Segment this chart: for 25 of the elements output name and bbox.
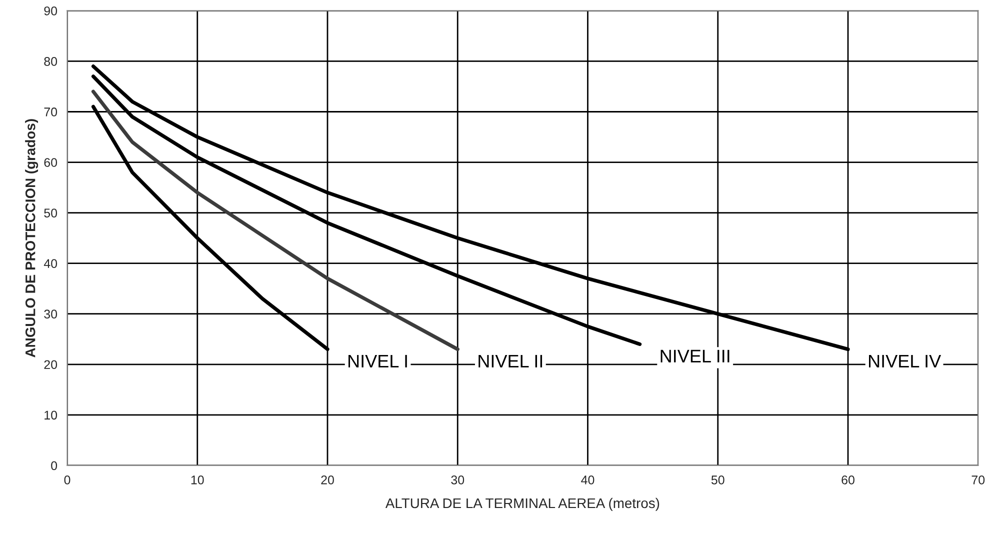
x-tick-label: 50 (711, 476, 724, 484)
y-tick-label: 30 (44, 310, 58, 319)
y-tick-label: 50 (44, 208, 58, 218)
series-label: NIVEL III (660, 350, 730, 362)
series-label: NIVEL II (478, 354, 542, 368)
x-tick-label: 20 (321, 476, 334, 484)
y-axis-title: ANGULO DE PROTECCION (grados) (25, 119, 38, 358)
y-tick-label: 10 (44, 410, 58, 420)
y-tick-label: 60 (44, 158, 58, 167)
line-series (91, 90, 460, 352)
y-tick-label: 70 (44, 108, 58, 116)
series-label: NIVEL IV (868, 354, 942, 368)
x-tick-label: 40 (581, 476, 594, 484)
x-tick-label: 10 (191, 476, 204, 484)
x-axis-title: ALTURA DE LA TERMINAL AEREA (metros) (385, 498, 660, 511)
x-tick-label: 70 (972, 476, 985, 484)
y-tick-label: 20 (44, 360, 58, 370)
x-tick-label: 0 (64, 476, 70, 484)
y-tick-label: 80 (44, 57, 58, 66)
y-tick-label: 90 (44, 6, 58, 16)
x-tick-label: 60 (842, 476, 854, 484)
y-tick-label: 40 (44, 259, 58, 268)
y-tick-label: 0 (51, 461, 58, 470)
series-label: NIVEL I (348, 354, 407, 368)
x-tick-label: 30 (451, 476, 464, 484)
